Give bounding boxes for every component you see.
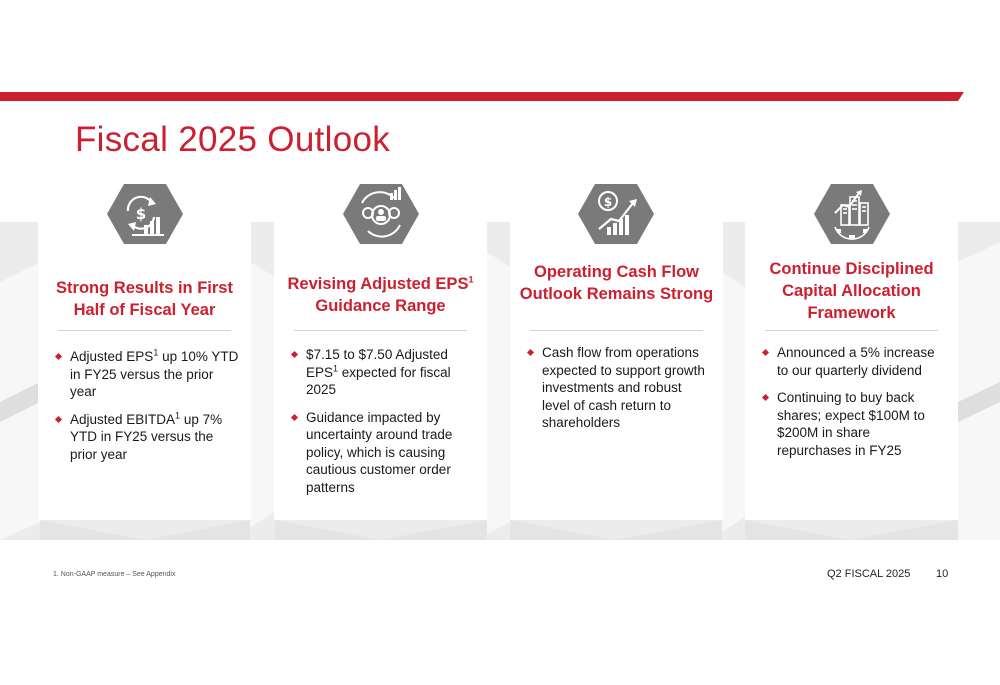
list-item: Cash flow from operations expected to su… — [510, 344, 723, 432]
card-divider — [294, 330, 467, 331]
card-divider — [530, 330, 703, 331]
outlook-card-capital-allocation: Continue Disciplined Capital Allocation … — [745, 222, 958, 520]
card-heading: Operating Cash Flow Outlook Remains Stro… — [519, 263, 714, 303]
card-bullet-list: Announced a 5% increase to our quarterly… — [745, 344, 958, 469]
list-item: Adjusted EBITDA1 up 7% YTD in FY25 versu… — [38, 411, 251, 464]
bullet-diamond-icon — [761, 348, 770, 357]
card-bullet-list: Adjusted EPS1 up 10% YTD in FY25 versus … — [38, 348, 251, 473]
gears-people-cycle-icon — [342, 183, 420, 245]
footnote: 1. Non-GAAP measure – See Appendix — [53, 571, 176, 578]
card-bullet-list: $7.15 to $7.50 Adjusted EPS1 expected fo… — [274, 346, 487, 506]
list-item: Continuing to buy back shares; expect $1… — [745, 389, 958, 459]
card-heading: Strong Results in First Half of Fiscal Y… — [56, 279, 233, 319]
card-divider — [58, 330, 231, 331]
card-bullet-list: Cash flow from operations expected to su… — [510, 344, 723, 442]
list-item: $7.15 to $7.50 Adjusted EPS1 expected fo… — [274, 346, 487, 399]
svg-text:$: $ — [604, 195, 612, 209]
bullet-diamond-icon — [290, 413, 299, 421]
dollar-cycle-bars-icon: $ — [106, 183, 184, 245]
page-title: Fiscal 2025 Outlook — [75, 120, 391, 159]
list-item: Announced a 5% increase to our quarterly… — [745, 344, 958, 379]
card-heading: Continue Disciplined Capital Allocation … — [769, 260, 934, 322]
outlook-card-eps-guidance: Revising Adjusted EPS1 Guidance Range $7… — [274, 222, 487, 520]
dollar-growth-chart-icon: $ — [577, 183, 655, 245]
card-divider — [765, 330, 938, 331]
bullet-diamond-icon — [290, 350, 299, 359]
bullet-diamond-icon — [54, 415, 63, 423]
list-item: Adjusted EPS1 up 10% YTD in FY25 versus … — [38, 348, 251, 401]
header-accent-bar — [0, 92, 964, 101]
bullet-diamond-icon — [526, 348, 535, 357]
card-heading: Revising Adjusted EPS1 Guidance Range — [287, 274, 474, 315]
list-item: Guidance impacted by uncertainty around … — [274, 409, 487, 497]
svg-text:$: $ — [136, 205, 146, 223]
bullet-diamond-icon — [54, 352, 63, 361]
outlook-card-cash-flow: Operating Cash Flow Outlook Remains Stro… — [510, 222, 723, 520]
buildings-gear-growth-icon — [813, 183, 891, 245]
outlook-card-strong-results: Strong Results in First Half of Fiscal Y… — [38, 222, 251, 520]
page-number: 10 — [936, 568, 949, 580]
bullet-diamond-icon — [761, 393, 770, 402]
footer-label: Q2 FISCAL 2025 — [827, 568, 911, 580]
